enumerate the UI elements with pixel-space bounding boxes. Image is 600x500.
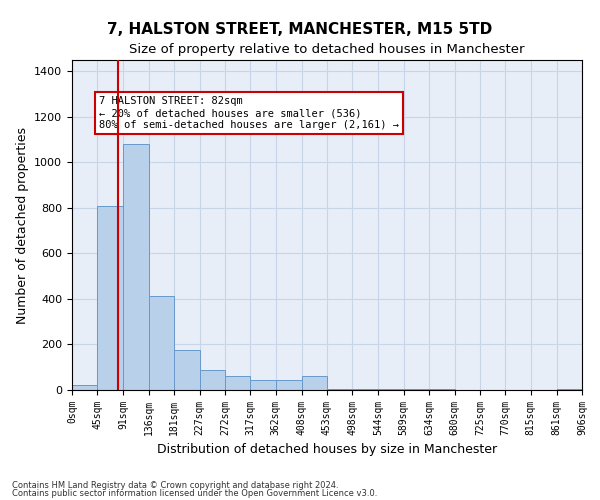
Text: Contains HM Land Registry data © Crown copyright and database right 2024.: Contains HM Land Registry data © Crown c…: [12, 480, 338, 490]
Bar: [404, 389, 429, 390]
Bar: [352, 389, 378, 390]
Text: 7, HALSTON STREET, MANCHESTER, M15 5TD: 7, HALSTON STREET, MANCHESTER, M15 5TD: [107, 22, 493, 38]
Bar: [276, 380, 302, 390]
Bar: [174, 350, 200, 390]
Text: 7 HALSTON STREET: 82sqm
← 20% of detached houses are smaller (536)
80% of semi-d: 7 HALSTON STREET: 82sqm ← 20% of detache…: [99, 96, 399, 130]
Bar: [378, 389, 404, 390]
Y-axis label: Number of detached properties: Number of detached properties: [16, 126, 29, 324]
Bar: [225, 376, 250, 390]
Bar: [97, 206, 123, 390]
Bar: [429, 389, 455, 390]
X-axis label: Distribution of detached houses by size in Manchester: Distribution of detached houses by size …: [157, 444, 497, 456]
Bar: [149, 296, 174, 390]
Bar: [327, 389, 352, 390]
Text: Contains public sector information licensed under the Open Government Licence v3: Contains public sector information licen…: [12, 489, 377, 498]
Bar: [123, 144, 149, 390]
Title: Size of property relative to detached houses in Manchester: Size of property relative to detached ho…: [129, 43, 525, 56]
Bar: [557, 389, 582, 390]
Bar: [72, 386, 97, 390]
Bar: [302, 376, 327, 390]
Bar: [250, 380, 276, 390]
Bar: [200, 370, 225, 390]
